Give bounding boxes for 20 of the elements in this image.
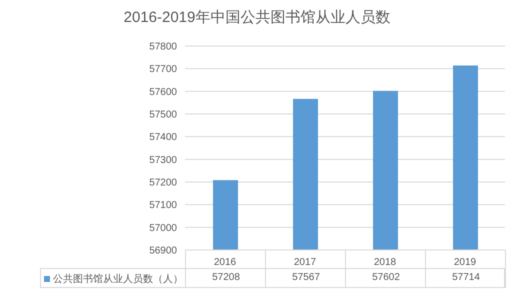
- data-label: 57714: [451, 272, 481, 283]
- x-tick-label: 2016: [214, 257, 237, 268]
- chart-title: 2016-2019年中国公共图书馆从业人员数: [122, 8, 392, 27]
- x-tick-label: 2017: [294, 257, 317, 268]
- y-tick-label: 57400: [149, 132, 178, 144]
- x-tick-label: 2018: [374, 257, 397, 268]
- data-label: 57567: [291, 272, 321, 283]
- y-tick-label: 57200: [149, 178, 178, 189]
- y-tick-label: 56900: [149, 246, 178, 257]
- y-tick-label: 57500: [149, 110, 178, 121]
- y-tick-label: 57000: [149, 222, 178, 234]
- legend-label: 公共图书馆从业人员数（人）: [53, 272, 183, 286]
- x-tick-label: 2019: [454, 257, 477, 268]
- y-tick-label: 57100: [149, 200, 178, 212]
- data-label: 57208: [211, 272, 241, 283]
- data-label: 57602: [371, 272, 401, 283]
- y-tick-label: 57600: [149, 86, 178, 98]
- y-tick-label: 57700: [149, 64, 178, 76]
- y-tick-label: 57800: [149, 42, 178, 53]
- y-tick-label: 57300: [149, 154, 178, 166]
